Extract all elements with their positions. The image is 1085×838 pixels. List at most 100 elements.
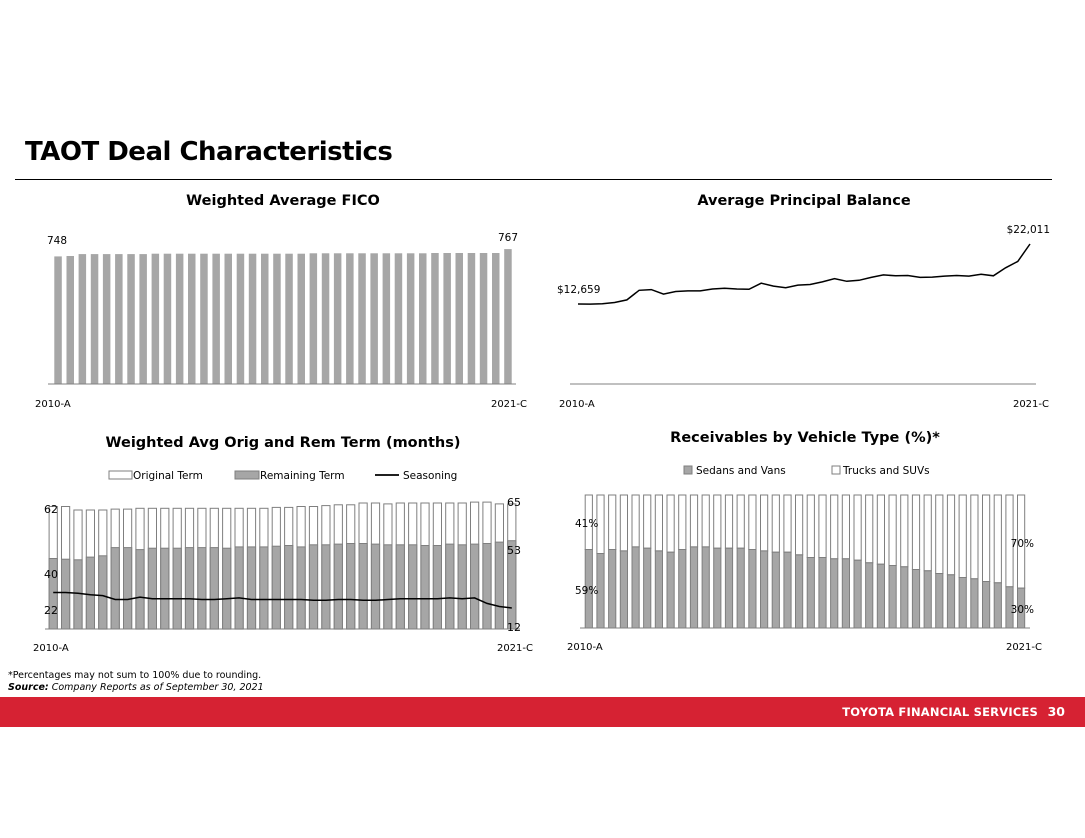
sedans-vans-bar (608, 549, 617, 629)
sedans-vans-bar (760, 550, 769, 629)
fico-bar (115, 254, 123, 384)
term-legend: Original Term Remaining Term Seasoning (108, 470, 457, 482)
remaining-term-bar (85, 556, 96, 630)
fico-chart: 748 767 2010-A 2021-C (35, 232, 527, 410)
sedans-vans-bar (911, 569, 921, 629)
vehicle-trucks-first-label: 41% (575, 518, 598, 530)
fico-bar (406, 253, 415, 384)
remaining-term-bar (61, 558, 71, 630)
term-seas-first-label: 22 (44, 604, 58, 617)
fico-bar (102, 254, 111, 384)
remaining-term-bar (296, 546, 306, 630)
term-seas-last-label: 12 (507, 621, 521, 634)
remaining-term-bar (123, 547, 133, 630)
trucks-suvs-bar (830, 494, 839, 560)
sedans-vans-bar (666, 551, 675, 629)
fico-bars (54, 249, 512, 384)
remaining-term-bar (284, 545, 294, 630)
trucks-suvs-bar (608, 494, 617, 550)
trucks-suvs-bar (771, 494, 780, 553)
remaining-term-bar (457, 544, 467, 630)
trucks-suvs-bar (958, 494, 967, 578)
vehicle-trucks-last-label: 70% (1011, 538, 1034, 550)
remaining-term-bar (370, 543, 381, 630)
fico-chart-title: Weighted Average FICO (186, 193, 380, 209)
remaining-term-bar (383, 544, 393, 630)
sedans-vans-bar (771, 551, 780, 629)
term-seasoning-line (53, 591, 512, 609)
sedans-vans-bar (958, 577, 967, 629)
fico-bar (248, 253, 257, 384)
fico-bar (419, 253, 427, 384)
legend-sedans: Sedans and Vans (696, 465, 786, 477)
fico-bar (382, 253, 391, 384)
trucks-suvs-bar (619, 494, 628, 552)
principal-series-line (577, 243, 1031, 305)
trucks-suvs-bar (736, 494, 745, 549)
sedans-vans-bar (724, 547, 734, 629)
sedans-vans-bar (830, 558, 839, 629)
fico-bar (163, 253, 172, 384)
trucks-suvs-bar (795, 494, 804, 556)
legend-original-term: Original Term (133, 470, 203, 482)
fico-bar (236, 253, 245, 384)
fico-first-label: 748 (47, 235, 67, 247)
remaining-term-bar (98, 555, 108, 630)
remaining-term-bar (184, 547, 195, 630)
fico-bar (370, 253, 378, 384)
footer-bar: TOYOTA FINANCIAL SERVICES 30 (0, 697, 1085, 727)
legend-swatch-trucks (831, 465, 841, 475)
fico-x-start-label: 2010-A (35, 399, 71, 410)
footer-brand: TOYOTA FINANCIAL SERVICES (842, 705, 1038, 719)
remaining-term-bar (110, 547, 120, 630)
sedans-vans-bar (853, 559, 862, 629)
remaining-term-bar (470, 543, 480, 630)
fico-bar (188, 253, 196, 384)
fico-bar (273, 253, 281, 384)
trucks-suvs-bar (643, 494, 652, 549)
trucks-suvs-bar (935, 494, 944, 574)
term-orig-last-label: 65 (507, 496, 521, 509)
trucks-suvs-bar (818, 494, 827, 558)
remaining-term-bar (160, 547, 170, 630)
sedans-vans-bar (783, 551, 792, 629)
legend-remaining-term: Remaining Term (260, 470, 345, 482)
remaining-term-bar (408, 544, 418, 630)
fico-bar (90, 254, 99, 384)
trucks-suvs-bar (724, 494, 734, 549)
vehicle-sedans-first-label: 59% (575, 585, 598, 597)
fico-bar (175, 253, 184, 384)
fico-bar (504, 249, 512, 384)
trucks-suvs-bar (888, 494, 897, 566)
legend-seasoning: Seasoning (403, 470, 457, 482)
remaining-term-bar (420, 545, 430, 630)
fico-bar (66, 256, 74, 384)
trucks-suvs-bar (689, 494, 699, 548)
sedans-vans-bar (923, 570, 932, 629)
legend-swatch-remaining-term (234, 470, 260, 480)
remaining-term-bar (172, 547, 182, 630)
fico-bar (333, 253, 342, 384)
sedans-vans-bar (713, 547, 722, 629)
sedans-vans-bar (876, 563, 885, 629)
remaining-term-bar (482, 543, 492, 630)
trucks-suvs-bar (783, 494, 792, 553)
vehicle-x-start-label: 2010-A (567, 642, 603, 653)
sedans-vans-bar (689, 546, 699, 629)
remaining-term-bar (271, 545, 281, 630)
remaining-term-bar (147, 547, 158, 630)
principal-chart: $12,659 $22,011 2010-A 2021-C (557, 224, 1050, 410)
remaining-term-bar (308, 544, 319, 630)
sedans-vans-bar (935, 573, 944, 629)
principal-first-label: $12,659 (557, 284, 600, 296)
remaining-term-bar (135, 549, 145, 630)
fico-bar (212, 253, 220, 384)
fico-last-label: 767 (498, 232, 518, 244)
remaining-term-bar (197, 547, 207, 630)
trucks-suvs-bar (666, 494, 675, 553)
fico-bar (224, 253, 232, 384)
trucks-suvs-bar (806, 494, 815, 558)
trucks-suvs-bar (923, 494, 932, 572)
sedans-vans-bar (701, 546, 710, 629)
fico-bar (285, 253, 293, 384)
